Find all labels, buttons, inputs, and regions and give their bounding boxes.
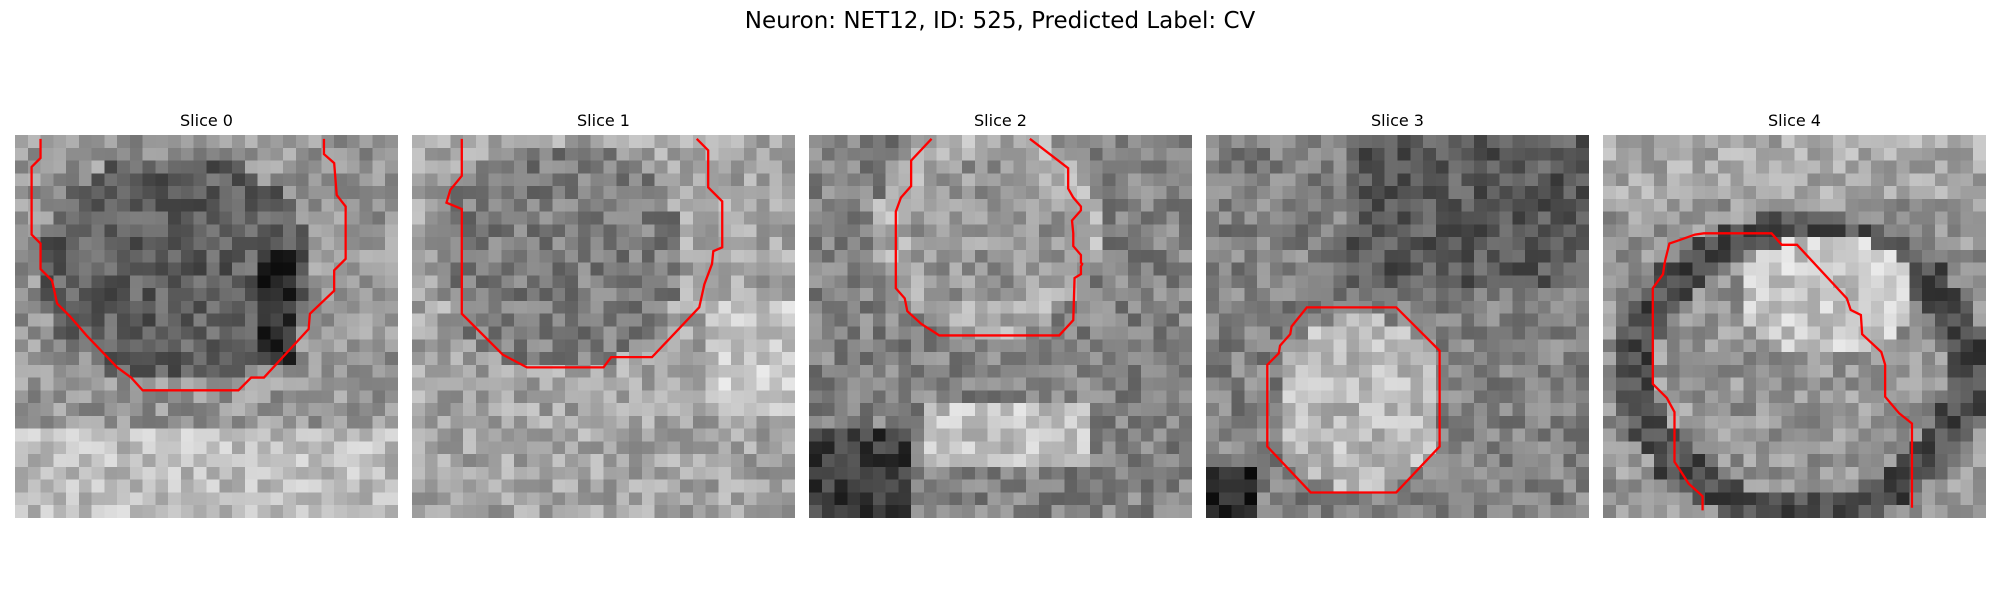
roi-contour-0	[30, 138, 347, 392]
slice-panel-1: Slice 1	[412, 110, 795, 518]
contour-overlay-0	[30, 138, 347, 392]
contour-overlay-3	[1266, 306, 1441, 494]
slice-image-4	[1603, 135, 1986, 518]
slice-title-2: Slice 2	[974, 111, 1027, 130]
roi-contour-2	[894, 137, 1084, 337]
roi-contour-3	[1266, 306, 1441, 494]
slice-title-1: Slice 1	[577, 111, 630, 130]
slice-panel-4: Slice 4	[1603, 110, 1986, 518]
slice-panel-2: Slice 2	[809, 110, 1192, 518]
contour-overlay-4	[1651, 232, 1914, 511]
slice-title-3: Slice 3	[1371, 111, 1424, 130]
slice-image-1	[412, 135, 795, 518]
slice-title-4: Slice 4	[1768, 111, 1821, 130]
roi-contour-1	[445, 138, 724, 369]
slice-image-3	[1206, 135, 1589, 518]
figure-title: Neuron: NET12, ID: 525, Predicted Label:…	[744, 8, 1256, 34]
slice-panel-3: Slice 3	[1206, 110, 1589, 518]
slice-image-0	[15, 135, 398, 518]
slice-image-2	[809, 135, 1192, 518]
slice-title-0: Slice 0	[180, 111, 233, 130]
slice-panel-0: Slice 0	[15, 110, 398, 518]
contour-overlay-1	[445, 138, 724, 369]
grayscale-slice-3	[1206, 135, 1589, 518]
contour-overlay-2	[894, 137, 1084, 337]
roi-contour-4	[1651, 232, 1914, 511]
grayscale-slice-2	[809, 135, 1192, 518]
grayscale-slice-4	[1603, 135, 1986, 518]
